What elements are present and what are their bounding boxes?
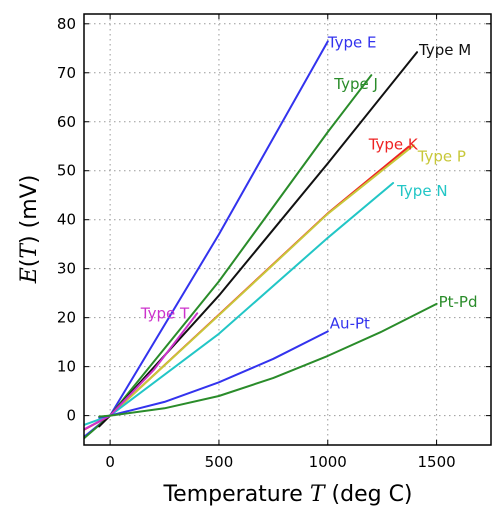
axis-ticks: 0 500 1000 1500 0 10 20 30 40 50 60 70 80 — [57, 14, 491, 471]
y-axis-title: E(T) (mV) — [17, 175, 42, 285]
series-label-type-p: Type P — [417, 147, 466, 165]
series-line-type-n — [84, 182, 395, 427]
series-label-type-m: Type M — [418, 41, 471, 59]
series-line-type-p — [109, 144, 415, 417]
series-line-type-t — [84, 312, 199, 431]
series-label-au-pt: Au-Pt — [330, 314, 370, 332]
series-line-type-m — [98, 51, 418, 428]
y-tick-label: 80 — [57, 15, 76, 33]
y-tick-label: 40 — [57, 211, 76, 229]
series-label-type-k: Type K — [368, 136, 419, 154]
series-line-au-pt — [98, 330, 329, 419]
series-label-pt-pd: Pt-Pd — [439, 293, 478, 311]
series-label-type-j: Type J — [333, 75, 378, 93]
y-tick-label: 30 — [57, 260, 76, 278]
x-tick-label: 500 — [205, 453, 234, 471]
x-tick-label: 1000 — [309, 453, 347, 471]
series-label-type-n: Type N — [396, 182, 447, 200]
x-axis-title: Temperature T (deg C) — [162, 482, 412, 507]
y-tick-label: 10 — [57, 358, 76, 376]
data-series — [84, 40, 438, 440]
y-tick-label: 50 — [57, 162, 76, 180]
y-tick-label: 20 — [57, 309, 76, 327]
series-line-type-j — [84, 74, 373, 440]
x-tick-label: 0 — [105, 453, 115, 471]
series-label-type-e: Type E — [327, 33, 377, 51]
series-line-type-e — [84, 40, 329, 439]
y-tick-label: 70 — [57, 64, 76, 82]
series-line-pt-pd — [98, 302, 438, 418]
grid-lines — [84, 14, 491, 445]
series-label-type-t: Type T — [140, 304, 190, 322]
y-tick-label: 60 — [57, 113, 76, 131]
y-tick-label: 0 — [66, 407, 76, 425]
x-tick-label: 1500 — [417, 453, 455, 471]
plot-frame — [83, 13, 492, 446]
